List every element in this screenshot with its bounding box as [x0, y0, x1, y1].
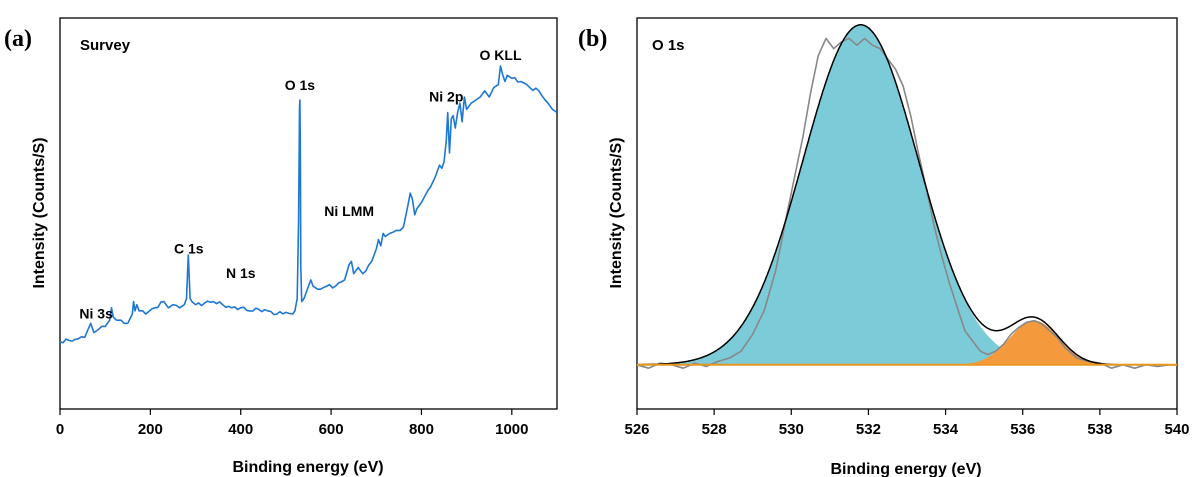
survey-spectrum-line — [59, 65, 558, 344]
panel-a-x-tick-label: 800 — [409, 421, 434, 438]
panel-a-y-axis-label: Intensity (Counts/S) — [31, 137, 48, 288]
peak-component-1-fill — [604, 24, 1118, 365]
peak-annotation: Ni LMM — [324, 203, 374, 219]
panel-b-x-tick-label: 536 — [1010, 421, 1035, 438]
panel-b-x-axis-label: Binding energy (eV) — [830, 461, 981, 477]
panel-a-title: Survey — [80, 37, 131, 54]
panel-a-letter: (a) — [4, 26, 32, 52]
panel-a-x-axis-label: Binding energy (eV) — [232, 459, 383, 476]
panel-b-x-tick-label: 534 — [933, 421, 959, 438]
peak-annotation: Ni 3s — [79, 305, 113, 321]
fit-envelope-line — [637, 24, 1177, 366]
chart-panel-b: (b) O 1s 526 528 530 532 534 536 538 540 Bindin… — [578, 17, 1190, 477]
panel-b-x-tick-label: 540 — [1164, 421, 1189, 438]
panel-a-x-tick-label: 200 — [138, 421, 163, 438]
panel-a-x-tick-label: 400 — [228, 421, 253, 438]
panel-b-y-axis-label: Intensity (Counts/S) — [608, 137, 625, 288]
panel-a-x-tick-label: 600 — [319, 421, 344, 438]
peak-annotation: Ni 2p — [429, 88, 463, 104]
panel-b-x-tick-label: 530 — [779, 421, 804, 438]
panel-b-x-tick-label: 532 — [856, 421, 881, 438]
peak-annotation: O KLL — [480, 47, 522, 63]
panel-b-x-tick-label: 538 — [1087, 421, 1112, 438]
panel-b-x-tick-label: 526 — [624, 421, 649, 438]
panel-b-title: O 1s — [652, 37, 685, 54]
peak-annotation: O 1s — [285, 77, 316, 93]
panel-a-peak-annotations: Ni 3s C 1s N 1s O 1s Ni LMM Ni 2p O KLL — [79, 47, 522, 321]
chart-panel-a: (a) Survey 0 200 400 600 800 1000 Ni 3s C 1s N … — [4, 17, 558, 476]
panel-b-x-ticks: 526 528 530 532 534 536 538 540 — [624, 409, 1190, 438]
panel-a-x-tick-label: 1000 — [495, 421, 528, 438]
panel-a-x-ticks: 0 200 400 600 800 1000 — [56, 409, 529, 438]
peak-annotation: C 1s — [174, 240, 204, 256]
panel-b-letter: (b) — [578, 26, 607, 52]
panel-b-x-tick-label: 528 — [702, 421, 727, 438]
panel-a-frame — [59, 17, 558, 410]
panel-a-x-tick-label: 0 — [56, 421, 64, 438]
raw-spectrum-line — [636, 37, 1177, 369]
peak-annotation: N 1s — [226, 265, 256, 281]
peak-component-2-fill — [924, 320, 1145, 365]
panel-b-frame — [636, 17, 1178, 410]
